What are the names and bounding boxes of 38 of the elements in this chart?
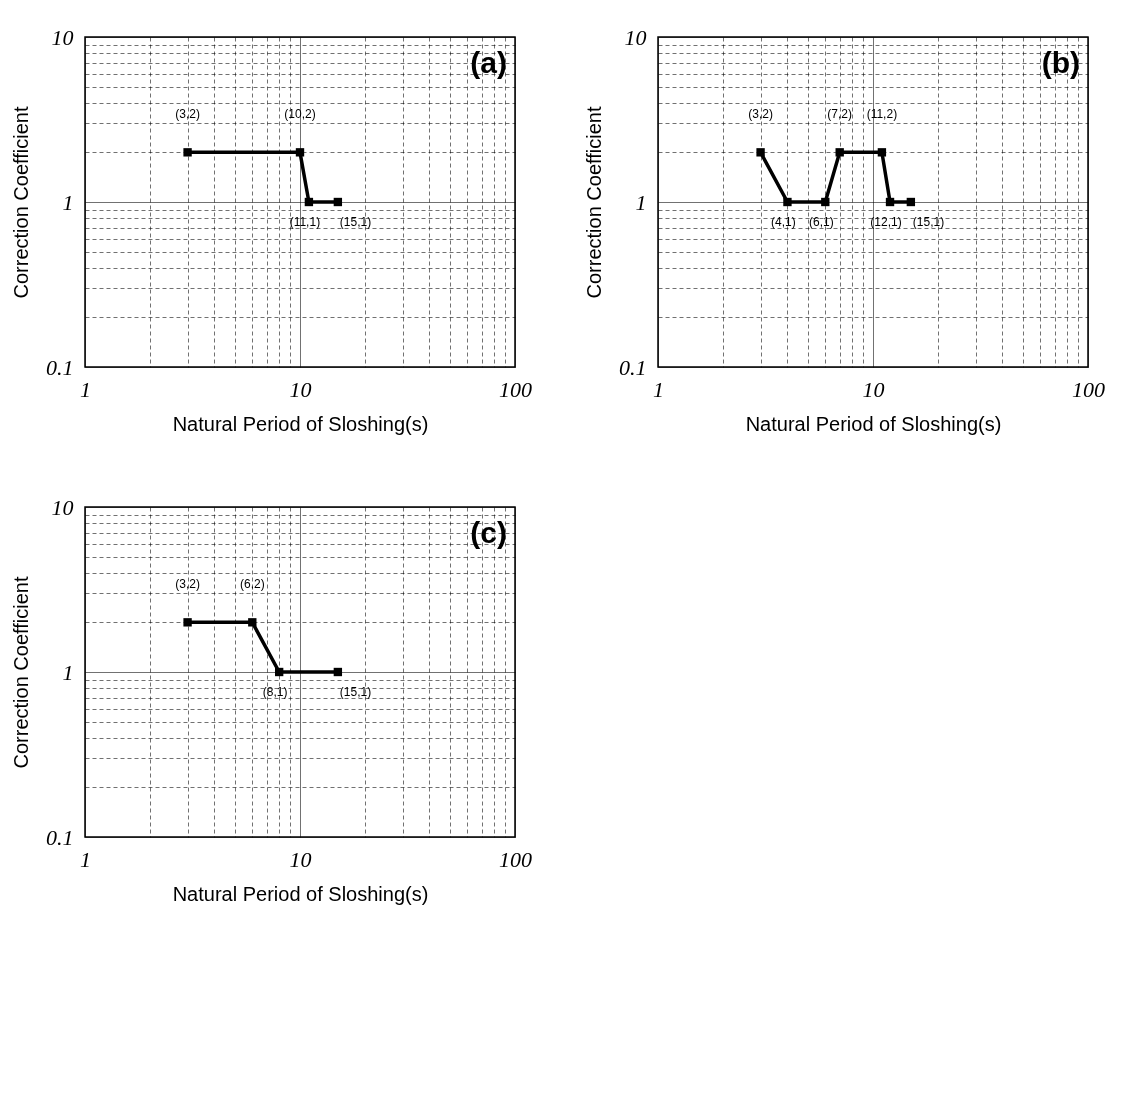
y-tick-label: 10 bbox=[624, 24, 647, 50]
annotation: (15,1) bbox=[912, 215, 945, 229]
x-tick-label: 100 bbox=[499, 376, 532, 402]
annotation: (6,2) bbox=[239, 577, 265, 592]
x-tick-label: 10 bbox=[289, 376, 312, 402]
y-axis-title: Correction Coefficient bbox=[10, 106, 32, 299]
y-tick-label: 10 bbox=[51, 494, 74, 520]
annotation: (15,1) bbox=[339, 215, 372, 229]
x-tick-label: 100 bbox=[499, 846, 532, 872]
annotation: (4,1) bbox=[771, 215, 796, 229]
y-tick-label: 10 bbox=[51, 24, 74, 50]
x-tick-label: 1 bbox=[80, 846, 91, 872]
x-tick-label: 10 bbox=[862, 376, 885, 402]
x-tick-label: 100 bbox=[1072, 376, 1105, 402]
chart-title: (c) bbox=[470, 516, 507, 549]
x-axis-title: Natural Period of Sloshing(s) bbox=[172, 412, 429, 435]
chart-title: (a) bbox=[470, 46, 507, 79]
x-tick-label: 1 bbox=[653, 376, 664, 402]
y-axis-title: Correction Coefficient bbox=[10, 576, 32, 769]
y-tick-label: 1 bbox=[62, 659, 74, 685]
x-tick-label: 10 bbox=[289, 846, 312, 872]
annotation: (3,2) bbox=[175, 107, 200, 122]
y-tick-label: 1 bbox=[635, 189, 647, 215]
y-axis-title: Correction Coefficient bbox=[583, 106, 605, 299]
x-tick-label: 1 bbox=[80, 376, 91, 402]
y-tick-label: 0.1 bbox=[46, 354, 74, 380]
x-axis-title: Natural Period of Sloshing(s) bbox=[745, 412, 1002, 435]
annotation: (8,1) bbox=[262, 685, 288, 699]
x-axis-title: Natural Period of Sloshing(s) bbox=[172, 882, 429, 905]
annotation: (6,1) bbox=[808, 215, 834, 229]
annotation: (15,1) bbox=[339, 685, 372, 699]
y-tick-label: 1 bbox=[62, 189, 74, 215]
annotation: (3,2) bbox=[175, 577, 200, 592]
annotation: (7,2) bbox=[827, 107, 853, 122]
chart-title: (b) bbox=[1041, 46, 1080, 79]
y-tick-label: 0.1 bbox=[619, 354, 647, 380]
annotation: (3,2) bbox=[748, 107, 773, 122]
y-tick-label: 0.1 bbox=[46, 824, 74, 850]
